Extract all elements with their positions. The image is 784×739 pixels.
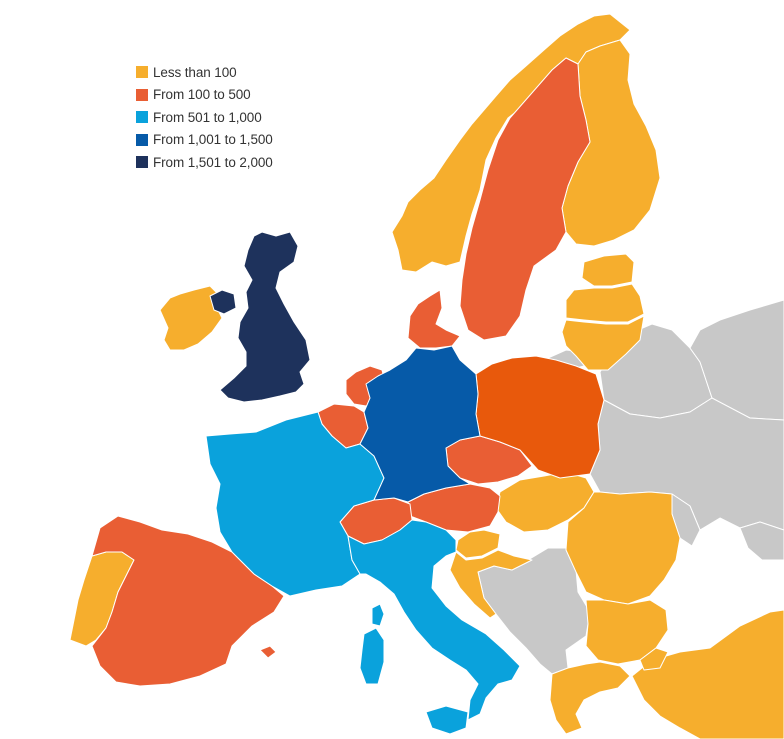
country-spain <box>91 515 285 687</box>
country-united-kingdom <box>219 231 311 403</box>
legend-item-1001-to-1500: From 1,001 to 1,500 <box>136 129 273 152</box>
legend-label: From 100 to 500 <box>153 87 251 103</box>
country-turkey <box>631 609 784 739</box>
country-france <box>205 411 385 597</box>
legend-label: From 1,501 to 2,000 <box>153 154 273 170</box>
legend-label: From 501 to 1,000 <box>153 109 262 125</box>
country-sweden <box>459 57 591 341</box>
legend-swatch-less-than-100 <box>136 66 148 79</box>
legend-item-501-to-1000: From 501 to 1,000 <box>136 106 273 129</box>
legend-item-100-to-500: From 100 to 500 <box>136 84 273 107</box>
legend-item-less-than-100: Less than 100 <box>136 61 273 84</box>
country-estonia <box>581 253 635 287</box>
country-crimea <box>739 521 784 561</box>
country-germany <box>359 345 481 503</box>
country-lithuania <box>561 315 645 371</box>
country-croatia <box>449 549 533 619</box>
grey-region-east <box>477 299 784 675</box>
legend-label: From 1,001 to 1,500 <box>153 132 273 148</box>
country-northern-ireland <box>209 289 237 315</box>
legend-item-1501-to-2000: From 1,501 to 2,000 <box>136 151 273 174</box>
legend: Less than 100 From 100 to 500 From 501 t… <box>136 61 273 174</box>
country-ireland <box>159 285 223 351</box>
country-latvia <box>565 283 645 323</box>
legend-label: Less than 100 <box>153 64 237 80</box>
country-greece <box>549 661 631 735</box>
tier-501-to-1000 <box>205 411 521 735</box>
country-sicily <box>425 705 469 735</box>
legend-swatch-501-to-1000 <box>136 111 148 124</box>
country-sardinia <box>359 627 385 685</box>
tier-100-to-500 <box>91 57 591 687</box>
country-italy <box>347 519 521 721</box>
country-corsica <box>371 603 385 627</box>
legend-swatch-1001-to-1500 <box>136 133 148 146</box>
tier-less-than-100 <box>69 13 784 739</box>
legend-swatch-100-to-500 <box>136 88 148 101</box>
country-turkey-thrace <box>639 647 669 671</box>
country-romania <box>565 491 681 605</box>
country-balearic-islands <box>259 645 277 659</box>
legend-swatch-1501-to-2000 <box>136 156 148 169</box>
country-ukraine <box>589 397 784 531</box>
country-denmark <box>407 289 461 349</box>
tier-1501-to-2000 <box>209 231 311 403</box>
country-slovenia <box>455 529 501 559</box>
